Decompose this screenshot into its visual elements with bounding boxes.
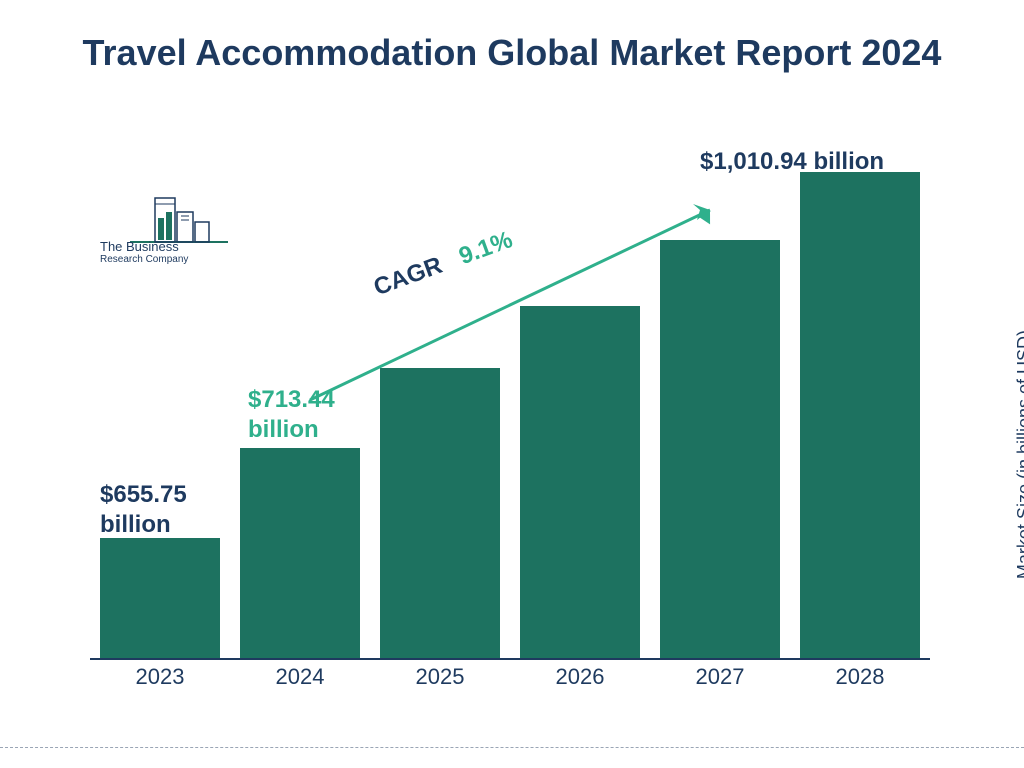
bar-rect — [800, 172, 920, 658]
y-axis-label: Market Size (in billions of USD) — [1014, 330, 1024, 579]
value-label-2024: $713.44 billion — [248, 385, 388, 445]
bar-rect — [100, 538, 220, 658]
bar-2023: 2023 — [95, 170, 225, 658]
bar-x-label: 2026 — [515, 658, 645, 690]
bar-2027: 2027 — [655, 170, 785, 658]
chart-title: Travel Accommodation Global Market Repor… — [0, 30, 1024, 77]
bar-rect — [240, 448, 360, 658]
bar-2026: 2026 — [515, 170, 645, 658]
bar-rect — [380, 368, 500, 658]
bar-2028: 2028 — [795, 170, 925, 658]
value-label-2028: $1,010.94 billion — [700, 147, 950, 177]
bar-x-label: 2028 — [795, 658, 925, 690]
bar-x-label: 2027 — [655, 658, 785, 690]
bar-x-label: 2023 — [95, 658, 225, 690]
bar-rect — [520, 306, 640, 658]
bar-rect — [660, 240, 780, 658]
bar-x-label: 2024 — [235, 658, 365, 690]
bar-x-label: 2025 — [375, 658, 505, 690]
value-label-2023: $655.75 billion — [100, 480, 240, 540]
bottom-divider — [0, 747, 1024, 748]
